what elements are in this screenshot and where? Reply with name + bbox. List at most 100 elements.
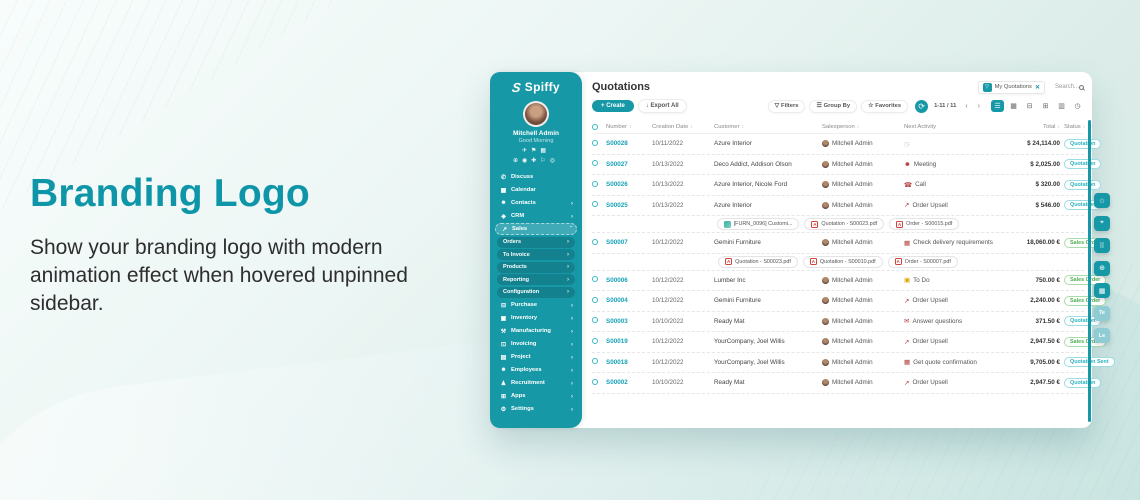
select-all-checkbox[interactable]	[592, 123, 606, 130]
sidebar-subitem-configuration[interactable]: Configuration ›	[497, 286, 575, 298]
sidebar-item-project[interactable]: ▤ Project ›	[495, 351, 577, 363]
table-row[interactable]: S00028 10/11/2022 Azure Interior Mitchell A…	[592, 134, 1102, 155]
flag-icon[interactable]: ⚑	[530, 148, 541, 154]
row-checkbox[interactable]	[592, 358, 606, 366]
graph-view-button[interactable]: ▥	[1055, 100, 1068, 112]
list-view-button[interactable]: ☰	[991, 100, 1004, 112]
attachment-chip[interactable]: A Quotation - S00023.pdf	[804, 218, 885, 230]
quotation-number-link[interactable]: S00007	[606, 239, 628, 247]
column-header-next-activity[interactable]: Next Activity	[904, 123, 937, 130]
sidebar-subitem-products[interactable]: Products ›	[497, 261, 575, 273]
user-avatar[interactable]	[523, 101, 549, 127]
calendar-icon[interactable]: ▦	[540, 148, 551, 154]
le-button[interactable]: Le	[1094, 328, 1110, 343]
sidebar-item-manufacturing[interactable]: ⚒ Manufacturing ›	[495, 325, 577, 337]
target-icon[interactable]: ◉	[522, 158, 532, 164]
pivot-view-button[interactable]: ⊞	[1039, 100, 1052, 112]
sidebar-subitem-to-invoice[interactable]: To Invoice ›	[497, 249, 575, 260]
quotation-number-link[interactable]: S00003	[606, 317, 628, 325]
te-button[interactable]: Te	[1094, 305, 1110, 321]
sidebar-item-calendar[interactable]: ▦ Calendar	[495, 184, 577, 196]
sidebar-subitem-reporting[interactable]: Reporting ›	[497, 274, 575, 285]
brand-logo[interactable]: S Spiffy	[490, 80, 582, 95]
fleet-icon[interactable]: ⊕	[513, 158, 523, 164]
column-header-customer[interactable]: Customer ↕	[714, 123, 745, 130]
next-activity-cell[interactable]: ▣ To Do	[904, 276, 1002, 285]
quotation-number-link[interactable]: S00025	[606, 201, 628, 209]
row-checkbox[interactable]	[592, 317, 606, 325]
favorites-button[interactable]: ☆ Favorites	[861, 99, 909, 113]
table-row[interactable]: S00004 10/12/2022 Gemini Furniture Mitchell…	[592, 291, 1107, 312]
plus-icon[interactable]: ✚	[531, 158, 541, 164]
sidebar-item-apps[interactable]: ⊞ Apps ›	[495, 390, 577, 402]
row-checkbox[interactable]	[592, 160, 606, 168]
grid-button[interactable]: ▦	[1094, 283, 1110, 298]
next-activity-cell[interactable]: ☻ Meeting	[904, 161, 1002, 168]
row-checkbox[interactable]	[592, 180, 606, 189]
next-activity-cell[interactable]: ↗ Order Upsell	[904, 297, 1002, 305]
table-row[interactable]: S00006 10/12/2022 Lumber Inc Mitchell Admin…	[592, 270, 1107, 291]
table-row[interactable]: S00019 10/12/2022 YourCompany, Joel Willis…	[592, 332, 1107, 353]
search-input[interactable]: Search...	[1054, 84, 1079, 90]
attachment-chip[interactable]: A Quotation - S00010.pdf	[802, 255, 883, 268]
quotation-number-link[interactable]: S00018	[606, 358, 628, 366]
column-header-salesperson[interactable]: Salesperson ↕	[822, 123, 860, 130]
sidebar-item-sales[interactable]: ↗ Sales ˇ	[495, 223, 577, 235]
quotation-number-link[interactable]: S00006	[606, 276, 628, 284]
quotation-number-link[interactable]: S00019	[606, 338, 628, 346]
next-activity-cell[interactable]: ☎ Call	[904, 181, 1002, 189]
row-checkbox[interactable]	[592, 378, 606, 387]
send-icon[interactable]: ✈	[521, 148, 531, 154]
export-all-button[interactable]: ↓ Export All	[637, 99, 687, 113]
next-activity-cell[interactable]: ▦ Check delivery requirements	[904, 239, 1002, 247]
quotation-number-link[interactable]: S00004	[606, 297, 628, 305]
location-icon[interactable]: ◎	[549, 158, 559, 164]
next-activity-cell[interactable]: ↗ Order Upsell	[904, 379, 1002, 387]
select-button[interactable]: ⠿	[1094, 238, 1110, 253]
previous-page-button[interactable]: ‹	[965, 102, 968, 110]
table-row[interactable]: S00002 10/10/2022 Ready Mat Mitchell Admin ↗…	[592, 373, 1102, 394]
quotation-number-link[interactable]: S00026	[606, 181, 628, 189]
sidebar-item-recruitment[interactable]: ♟ Recruitment ›	[495, 377, 577, 389]
table-row[interactable]: S00027 10/13/2022 Deco Addict, Addison Ols…	[592, 154, 1102, 175]
next-activity-cell[interactable]: ✉ Answer questions	[904, 317, 1002, 326]
row-checkbox[interactable]	[592, 276, 606, 284]
table-row[interactable]: S00007 10/12/2022 Gemini Furniture Mitchell…	[592, 233, 1107, 254]
sidebar-item-discuss[interactable]: ✆ Discuss	[495, 171, 577, 183]
row-checkbox[interactable]	[592, 139, 606, 148]
active-filter-chip[interactable]: ▽ My Quotations ✕	[977, 80, 1045, 94]
shield-icon[interactable]: ⚐	[540, 158, 550, 164]
calendar-view-button[interactable]: ⊟	[1023, 100, 1036, 112]
next-page-button[interactable]: ›	[977, 102, 980, 110]
next-activity-cell[interactable]: ↗ Order Upsell	[904, 201, 1002, 210]
sidebar-item-inventory[interactable]: ▣ Inventory ›	[495, 312, 577, 324]
column-header-number[interactable]: Number ↕	[606, 123, 632, 130]
search-icon[interactable]	[1079, 84, 1084, 90]
activity-view-button[interactable]: ◷	[1071, 100, 1084, 112]
attachment-chip[interactable]: A Order - S00015.pdf	[889, 218, 960, 230]
sidebar-item-purchase[interactable]: ⊟ Purchase ›	[495, 299, 577, 311]
favorite-button[interactable]: ☆	[1094, 193, 1110, 208]
search-button[interactable]: ⌖	[1094, 215, 1110, 231]
sidebar-item-invoicing[interactable]: ⊡ Invoicing ›	[495, 338, 577, 350]
column-header-total[interactable]: Total ↕	[1043, 123, 1060, 130]
column-header-creation-date[interactable]: Creation Date ↕	[652, 123, 693, 130]
group-by-button[interactable]: ☰ Group By	[809, 99, 858, 113]
sidebar-subitem-orders[interactable]: Orders ›	[497, 236, 575, 248]
quotation-number-link[interactable]: S00002	[606, 379, 628, 387]
next-activity-cell[interactable]: ↗ Order Upsell	[904, 338, 1002, 346]
zoom-button[interactable]: ⊕	[1094, 260, 1110, 276]
attachment-chip[interactable]: [FURN_0096] Customi...	[716, 218, 800, 230]
sidebar-item-settings[interactable]: ⚙ Settings ›	[495, 403, 577, 415]
row-checkbox[interactable]	[592, 337, 606, 346]
create-button[interactable]: + Create	[592, 100, 634, 112]
row-checkbox[interactable]	[592, 296, 606, 305]
table-row[interactable]: S00003 10/10/2022 Ready Mat Mitchell Admin ✉…	[592, 311, 1102, 332]
next-activity-cell[interactable]: ▦ Get quote confirmation	[904, 358, 1002, 367]
table-row[interactable]: S00026 10/13/2022 Azure Interior, Nicole F…	[592, 175, 1102, 196]
vertical-scrollbar[interactable]	[1088, 120, 1091, 422]
sidebar-item-crm[interactable]: ◈ CRM ›	[495, 210, 577, 222]
sidebar-item-contacts[interactable]: ☻ Contacts ›	[495, 197, 577, 209]
quotation-number-link[interactable]: S00028	[606, 140, 628, 148]
kanban-view-button[interactable]: ▦	[1007, 100, 1020, 112]
